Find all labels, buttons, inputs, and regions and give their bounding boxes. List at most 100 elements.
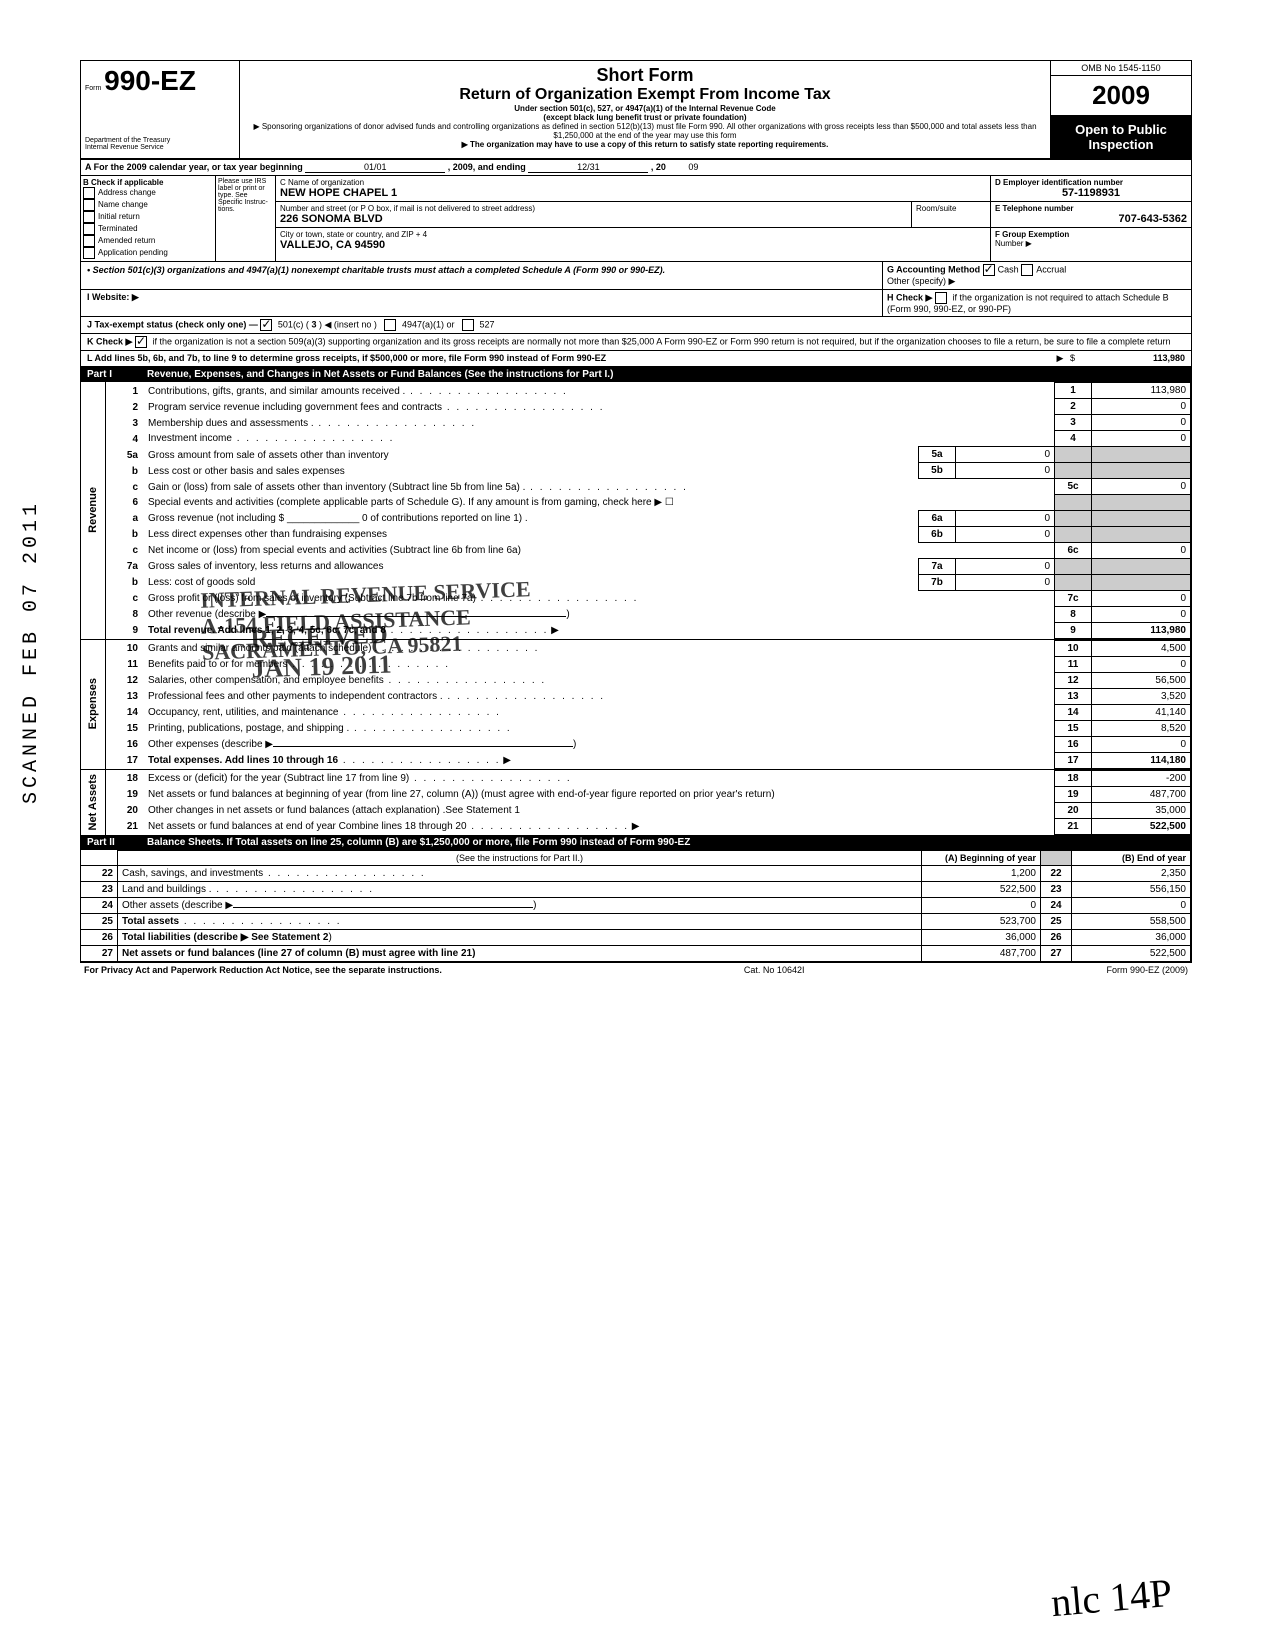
line-13-box: 13 bbox=[1055, 688, 1092, 704]
j-527: 527 bbox=[480, 319, 495, 329]
dept-treasury: Department of the Treasury bbox=[85, 137, 235, 144]
line-14-box: 14 bbox=[1055, 704, 1092, 720]
bal-27-desc: Net assets or fund balances (line 27 of … bbox=[122, 948, 475, 959]
chk-accrual[interactable] bbox=[1021, 264, 1033, 276]
line-13-desc: Professional fees and other payments to … bbox=[148, 691, 443, 702]
line-20-value: 35,000 bbox=[1092, 802, 1191, 818]
bal-24-num: 24 bbox=[81, 897, 118, 913]
col-b-header: (B) End of year bbox=[1072, 850, 1191, 865]
bal-22-b: 2,350 bbox=[1072, 865, 1191, 881]
omb-number: OMB No 1545-1150 bbox=[1051, 61, 1191, 76]
chk-h-schedule-b[interactable] bbox=[935, 292, 947, 304]
line-21-box: 21 bbox=[1055, 818, 1092, 834]
line-15-num: 15 bbox=[106, 720, 144, 736]
line-9-arrow: ▶ bbox=[551, 625, 559, 636]
chk-501c[interactable] bbox=[260, 319, 272, 331]
line-6c-value: 0 bbox=[1092, 542, 1191, 558]
bal-25-b: 558,500 bbox=[1072, 913, 1191, 929]
line-16-value: 0 bbox=[1092, 736, 1191, 752]
balance-sheet-table: (See the instructions for Part II.) (A) … bbox=[81, 850, 1191, 962]
street-address: 226 SONOMA BLVD bbox=[280, 213, 907, 225]
bal-24-n2: 24 bbox=[1041, 897, 1072, 913]
h-check-label: H Check ▶ bbox=[887, 292, 932, 302]
footer-form: Form 990-EZ (2009) bbox=[1106, 965, 1188, 975]
form-prefix: Form bbox=[85, 85, 101, 92]
line-6a-num: a bbox=[106, 510, 144, 526]
line-11-num: 11 bbox=[106, 656, 144, 672]
line-7c-value: 0 bbox=[1092, 590, 1191, 606]
chk-4947[interactable] bbox=[384, 319, 396, 331]
line-2-value: 0 bbox=[1092, 399, 1191, 415]
line-14-value: 41,140 bbox=[1092, 704, 1191, 720]
line-18-desc: Excess or (deficit) for the year (Subtra… bbox=[148, 773, 409, 784]
k-text: if the organization is not a section 509… bbox=[152, 336, 1170, 346]
bal-23-desc: Land and buildings . bbox=[122, 884, 212, 895]
chk-terminated[interactable] bbox=[83, 223, 95, 235]
city-state-zip: VALLEJO, CA 94590 bbox=[280, 239, 986, 251]
footer-cat: Cat. No 10642I bbox=[744, 965, 805, 975]
line-12-value: 56,500 bbox=[1092, 672, 1191, 688]
col-a-header: (A) Beginning of year bbox=[922, 850, 1041, 865]
line-5c-box: 5c bbox=[1055, 479, 1092, 495]
expenses-side-label: Expenses bbox=[87, 678, 99, 729]
chk-amended[interactable] bbox=[83, 235, 95, 247]
line-21-desc: Net assets or fund balances at end of ye… bbox=[148, 821, 467, 832]
line-7b-innerbox: 7b bbox=[919, 574, 956, 590]
chk-initial-return[interactable] bbox=[83, 211, 95, 223]
line-8-desc: Other revenue (describe ▶ bbox=[148, 609, 266, 620]
part-2-num: Part II bbox=[87, 837, 147, 848]
line-a-mid: , 2009, and ending bbox=[448, 162, 526, 172]
subtitle-section: Under section 501(c), 527, or 4947(a)(1)… bbox=[246, 104, 1044, 113]
line-14-desc: Occupancy, rent, utilities, and maintena… bbox=[148, 707, 338, 718]
opt-initial-return: Initial return bbox=[98, 212, 140, 221]
line-8-tail: ) bbox=[566, 609, 569, 620]
open-public-2: Inspection bbox=[1053, 137, 1189, 152]
line-6a-innerbox: 6a bbox=[919, 510, 956, 526]
line-6c-box: 6c bbox=[1055, 542, 1092, 558]
line-9-desc: Total revenue. Add lines 1, 2, 3, 4, 5c,… bbox=[148, 625, 386, 636]
chk-name-change[interactable] bbox=[83, 199, 95, 211]
bal-24-b: 0 bbox=[1072, 897, 1191, 913]
ein: 57-1198931 bbox=[995, 187, 1187, 199]
net-assets-side-label: Net Assets bbox=[87, 774, 99, 830]
bal-25-n2: 25 bbox=[1041, 913, 1072, 929]
line-11-value: 0 bbox=[1092, 656, 1191, 672]
chk-pending[interactable] bbox=[83, 247, 95, 259]
g-other: Other (specify) ▶ bbox=[887, 276, 1187, 287]
street-label: Number and street (or P O box, if mail i… bbox=[280, 204, 907, 213]
line-5a-innerbox: 5a bbox=[919, 447, 956, 463]
line-6c-num: c bbox=[106, 542, 144, 558]
line-3-desc: Membership dues and assessments . bbox=[148, 418, 314, 429]
line-5b-desc: Less cost or other basis and sales expen… bbox=[144, 463, 919, 479]
bal-26-num: 26 bbox=[81, 929, 118, 945]
tax-year: 2009 bbox=[1051, 76, 1191, 116]
line-17-desc: Total expenses. Add lines 10 through 16 bbox=[148, 755, 338, 766]
bal-24-tail: ) bbox=[533, 900, 536, 911]
chk-k[interactable] bbox=[135, 336, 147, 348]
line-6b-innerbox: 6b bbox=[919, 526, 956, 542]
line-5b-num: b bbox=[106, 463, 144, 479]
line-9-value: 113,980 bbox=[1092, 622, 1191, 638]
chk-527[interactable] bbox=[462, 319, 474, 331]
line-5a-desc: Gross amount from sale of assets other t… bbox=[144, 447, 919, 463]
d-ein-label: D Employer identification number bbox=[995, 178, 1187, 187]
e-phone-label: E Telephone number bbox=[995, 204, 1187, 213]
k-check-label: K Check ▶ bbox=[87, 336, 132, 346]
j-insert: ) ◀ (insert no ) bbox=[319, 319, 377, 329]
title-short-form: Short Form bbox=[246, 65, 1044, 86]
line-a-prefix: A For the 2009 calendar year, or tax yea… bbox=[85, 162, 303, 172]
line-12-desc: Salaries, other compensation, and employ… bbox=[148, 675, 384, 686]
chk-cash[interactable] bbox=[983, 264, 995, 276]
line-19-desc: Net assets or fund balances at beginning… bbox=[148, 789, 775, 800]
line-5b-innerval: 0 bbox=[956, 463, 1055, 479]
chk-address-change[interactable] bbox=[83, 187, 95, 199]
line-7b-innerval: 0 bbox=[956, 574, 1055, 590]
org-name: NEW HOPE CHAPEL 1 bbox=[280, 187, 986, 199]
section-501c3-note: • Section 501(c)(3) organizations and 49… bbox=[81, 262, 882, 289]
line-19-num: 19 bbox=[106, 786, 144, 802]
line-9-num: 9 bbox=[106, 622, 144, 638]
line-4-num: 4 bbox=[106, 431, 144, 447]
bal-26-desc: Total liabilities (describe ▶ See Statem… bbox=[122, 932, 328, 943]
line-6a-desc: Gross revenue (not including $ _________… bbox=[144, 510, 919, 526]
bal-26-b: 36,000 bbox=[1072, 929, 1191, 945]
